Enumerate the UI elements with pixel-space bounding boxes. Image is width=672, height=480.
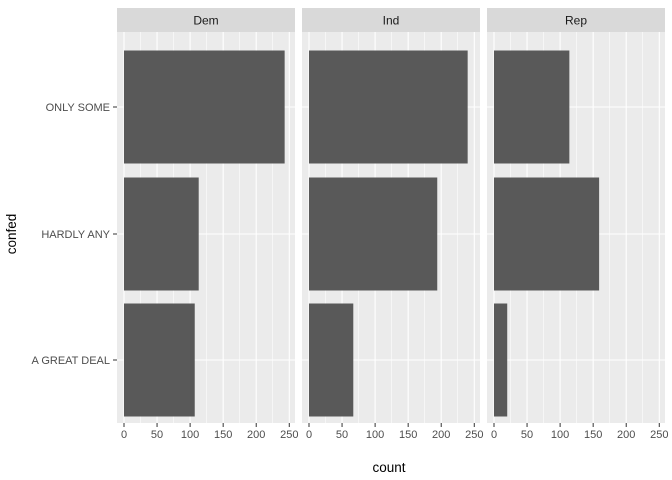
x-tick-label: 150	[584, 429, 602, 441]
bar-rep-hardly-any	[494, 177, 600, 291]
x-tick-label: 200	[617, 429, 635, 441]
facet-panel-ind: Ind 0 50 100 150 200 250	[302, 8, 483, 441]
facet-strip-label: Ind	[383, 14, 400, 28]
x-tick-label: 150	[214, 429, 232, 441]
facet-strip-label: Dem	[193, 14, 218, 28]
bar-ind-only-some	[309, 50, 468, 164]
bar-ind-hardly-any	[309, 177, 438, 291]
y-tick-label: HARDLY ANY	[41, 229, 110, 241]
x-tick-label: 0	[121, 429, 127, 441]
bar-rep-a-great-deal	[494, 303, 508, 417]
facet-strip-label: Rep	[565, 14, 587, 28]
y-axis: ONLY SOME HARDLY ANY A GREAT DEAL	[32, 102, 117, 367]
x-axis-title: count	[372, 460, 405, 475]
x-tick-label: 100	[551, 429, 569, 441]
x-tick-label: 250	[465, 429, 483, 441]
x-tick-label: 250	[280, 429, 298, 441]
bar-dem-only-some	[124, 50, 285, 164]
y-tick-label: A GREAT DEAL	[32, 355, 110, 367]
x-tick-label: 100	[181, 429, 199, 441]
x-tick-label: 150	[399, 429, 417, 441]
x-tick-label: 200	[247, 429, 265, 441]
x-tick-label: 100	[366, 429, 384, 441]
facet-strip	[117, 8, 295, 32]
x-tick-label: 0	[306, 429, 312, 441]
bar-dem-hardly-any	[124, 177, 199, 291]
x-tick-label: 250	[650, 429, 668, 441]
x-tick-label: 50	[151, 429, 163, 441]
bar-dem-a-great-deal	[124, 303, 195, 417]
facet-panel-dem: Dem 0 50 100 150 200 250	[117, 8, 298, 441]
facet-panels: Dem 0 50 100 150 200 250 Ind 0 50 100 150 200 250 Rep 0…	[117, 8, 668, 441]
x-tick-label: 50	[521, 429, 533, 441]
bar-ind-a-great-deal	[309, 303, 354, 417]
y-tick-label: ONLY SOME	[46, 102, 110, 114]
y-axis-title: confed	[4, 214, 19, 255]
facet-panel-rep: Rep 0 50 100 150 200 250	[487, 8, 668, 441]
facet-strip	[302, 8, 480, 32]
x-tick-label: 50	[336, 429, 348, 441]
x-tick-label: 0	[491, 429, 497, 441]
bar-rep-only-some	[494, 50, 570, 164]
x-tick-label: 200	[432, 429, 450, 441]
facet-strip	[487, 8, 665, 32]
